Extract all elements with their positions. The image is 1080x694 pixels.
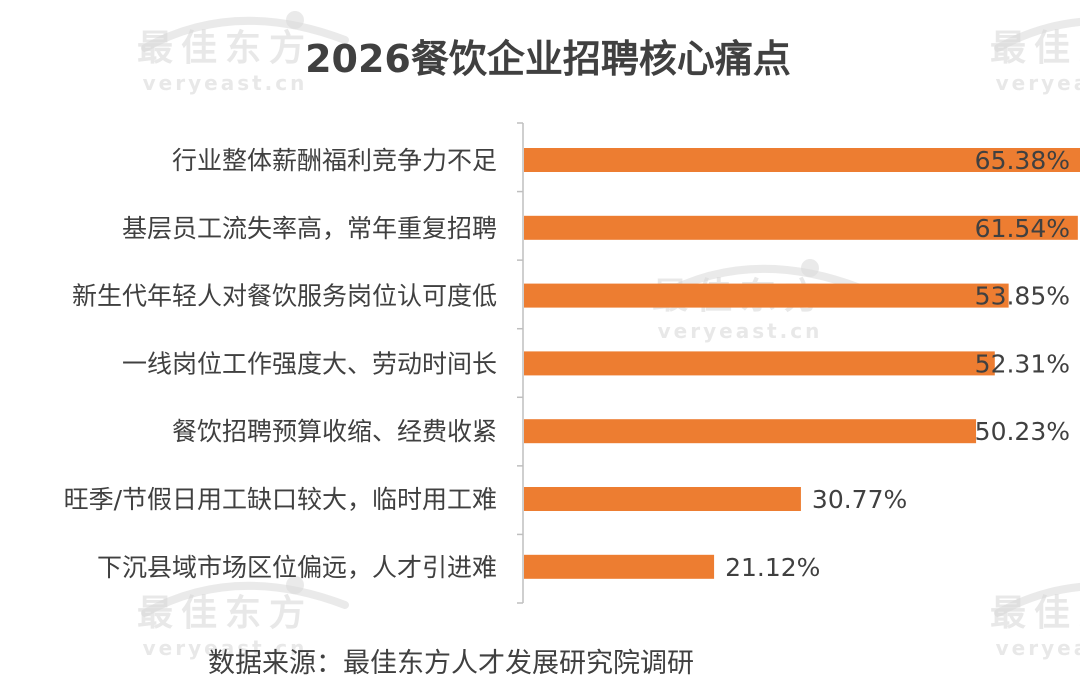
bar xyxy=(524,148,1080,172)
category-labels: 行业整体薪酬福利竞争力不足基层员工流失率高，常年重复招聘新生代年轻人对餐饮服务岗… xyxy=(64,146,497,582)
watermark-url: veryeast.cn xyxy=(996,636,1080,660)
y-axis xyxy=(517,122,524,604)
bar xyxy=(524,554,715,579)
value-label: 30.77% xyxy=(812,485,907,514)
watermark-url: veryeast.cn xyxy=(143,71,308,95)
watermark-brand: 最佳东方 xyxy=(137,28,313,69)
watermark-url: veryeast.cn xyxy=(143,636,308,660)
value-label: 50.23% xyxy=(975,417,1070,446)
watermark-brand: 最佳东方 xyxy=(137,593,313,634)
watermark-brand: 最佳东方 xyxy=(990,28,1080,69)
category-label: 行业整体薪酬福利竞争力不足 xyxy=(172,146,497,175)
bar xyxy=(524,351,995,376)
category-label: 新生代年轻人对餐饮服务岗位认可度低 xyxy=(72,282,497,311)
bars-layer xyxy=(524,148,1080,579)
value-label: 53.85% xyxy=(975,282,1070,311)
bar xyxy=(524,419,977,444)
value-label: 21.12% xyxy=(725,553,820,582)
chart-title: 2026餐饮企业招聘核心痛点 xyxy=(305,37,791,81)
bar xyxy=(524,487,801,511)
bar xyxy=(524,283,1009,308)
value-label: 52.31% xyxy=(975,349,1070,378)
watermark-url: veryeast.cn xyxy=(658,319,823,343)
category-label: 旺季/节假日用工缺口较大，临时用工难 xyxy=(64,485,497,514)
watermark-brand: 最佳东方 xyxy=(990,593,1080,634)
value-labels: 65.38% 61.54% 53.85% 52.31% 50.23% 30.77% 21.1… xyxy=(725,146,1070,582)
category-label: 餐饮招聘预算收缩、经费收紧 xyxy=(172,417,497,446)
category-label: 下沉县域市场区位偏远，人才引进难 xyxy=(97,553,497,582)
bar xyxy=(524,215,1078,240)
category-label: 一线岗位工作强度大、劳动时间长 xyxy=(122,349,497,378)
source-note: 数据来源：最佳东方人才发展研究院调研 xyxy=(208,648,694,679)
value-label: 61.54% xyxy=(975,214,1070,243)
watermark-url: veryeast.cn xyxy=(996,71,1080,95)
category-label: 基层员工流失率高，常年重复招聘 xyxy=(122,214,497,243)
value-label: 65.38% xyxy=(975,146,1070,175)
